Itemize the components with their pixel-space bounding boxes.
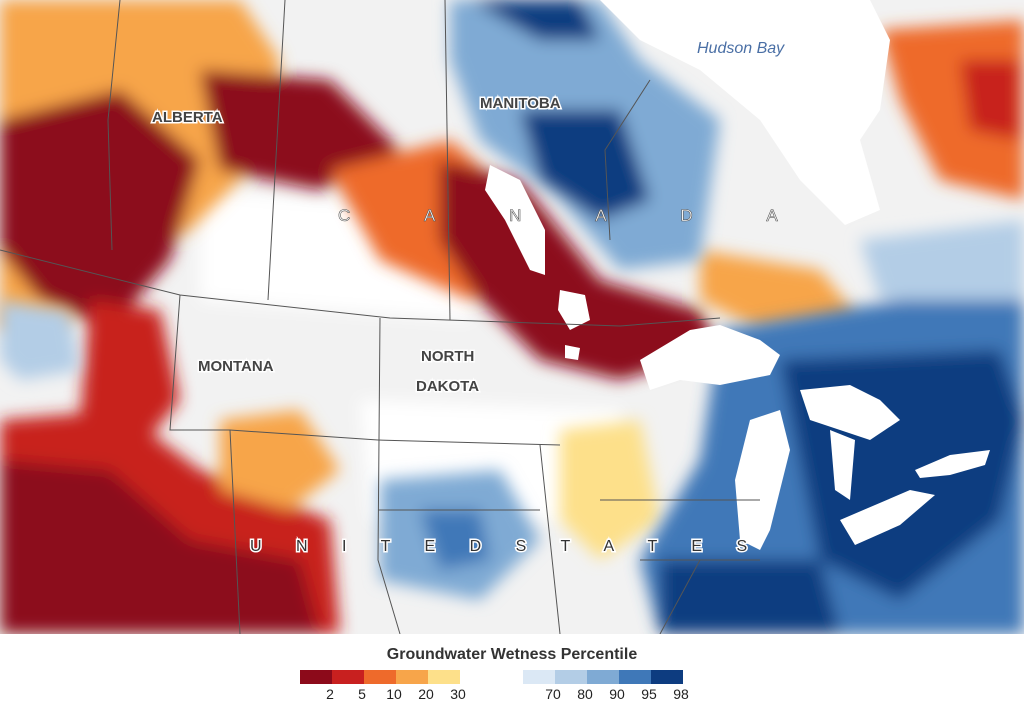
legend-tick-dry-5: 5 (358, 686, 366, 702)
united-states-label: U N I T E D S T A T E S (250, 538, 762, 555)
legend-tick-dry-30: 30 (450, 686, 466, 702)
legend-swatch-dry-2 (300, 670, 332, 684)
legend-tick-wet-95: 95 (641, 686, 657, 702)
north-label: NORTH (421, 348, 474, 365)
legend-swatch-dry-10 (364, 670, 396, 684)
legend-tick-wet-98: 98 (673, 686, 689, 702)
dry-anomalies (0, 0, 1024, 634)
hudson-bay-label: Hudson Bay (697, 40, 785, 57)
groundwater-map: Hudson Bay ALBERTA MANITOBA C A N A D A … (0, 0, 1024, 634)
hudson-bay-water (600, 0, 890, 225)
legend-swatch-wet-80 (555, 670, 587, 684)
lakes (485, 165, 990, 550)
legend-swatch-wet-98 (651, 670, 683, 684)
legend-title: Groundwater Wetness Percentile (386, 646, 638, 663)
legend-tick-wet-70: 70 (545, 686, 561, 702)
legend-swatch-wet-90 (587, 670, 619, 684)
map-labels: Hudson Bay ALBERTA MANITOBA C A N A D A … (151, 40, 813, 557)
legend: Groundwater Wetness Percentile 2 5 10 20 30 7… (0, 634, 1024, 720)
legend-tick-dry-20: 20 (418, 686, 434, 702)
canada-label: C A N A D A (338, 206, 813, 225)
legend-tick-wet-90: 90 (609, 686, 625, 702)
legend-swatch-dry-5 (332, 670, 364, 684)
alberta-label: ALBERTA (152, 109, 223, 126)
dakota-label: DAKOTA (416, 378, 479, 395)
legend-tick-dry-2: 2 (326, 686, 334, 702)
legend-swatch-wet-95 (619, 670, 651, 684)
legend-tick-dry-10: 10 (386, 686, 402, 702)
legend-tick-wet-80: 80 (577, 686, 593, 702)
borders (0, 0, 760, 634)
legend-swatch-wet-70 (523, 670, 555, 684)
legend-swatch-dry-20 (396, 670, 428, 684)
manitoba-label: MANITOBA (480, 95, 561, 112)
legend-swatch-dry-30 (428, 670, 460, 684)
wet-anomalies (0, 0, 1024, 634)
montana-label: MONTANA (198, 358, 274, 375)
